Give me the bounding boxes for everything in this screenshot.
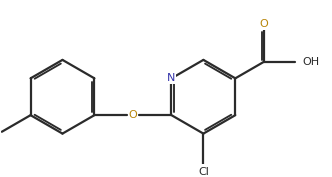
Text: O: O bbox=[260, 19, 268, 29]
Text: O: O bbox=[128, 110, 137, 120]
Text: OH: OH bbox=[302, 57, 319, 67]
Text: Cl: Cl bbox=[198, 167, 209, 177]
Text: N: N bbox=[167, 73, 176, 83]
